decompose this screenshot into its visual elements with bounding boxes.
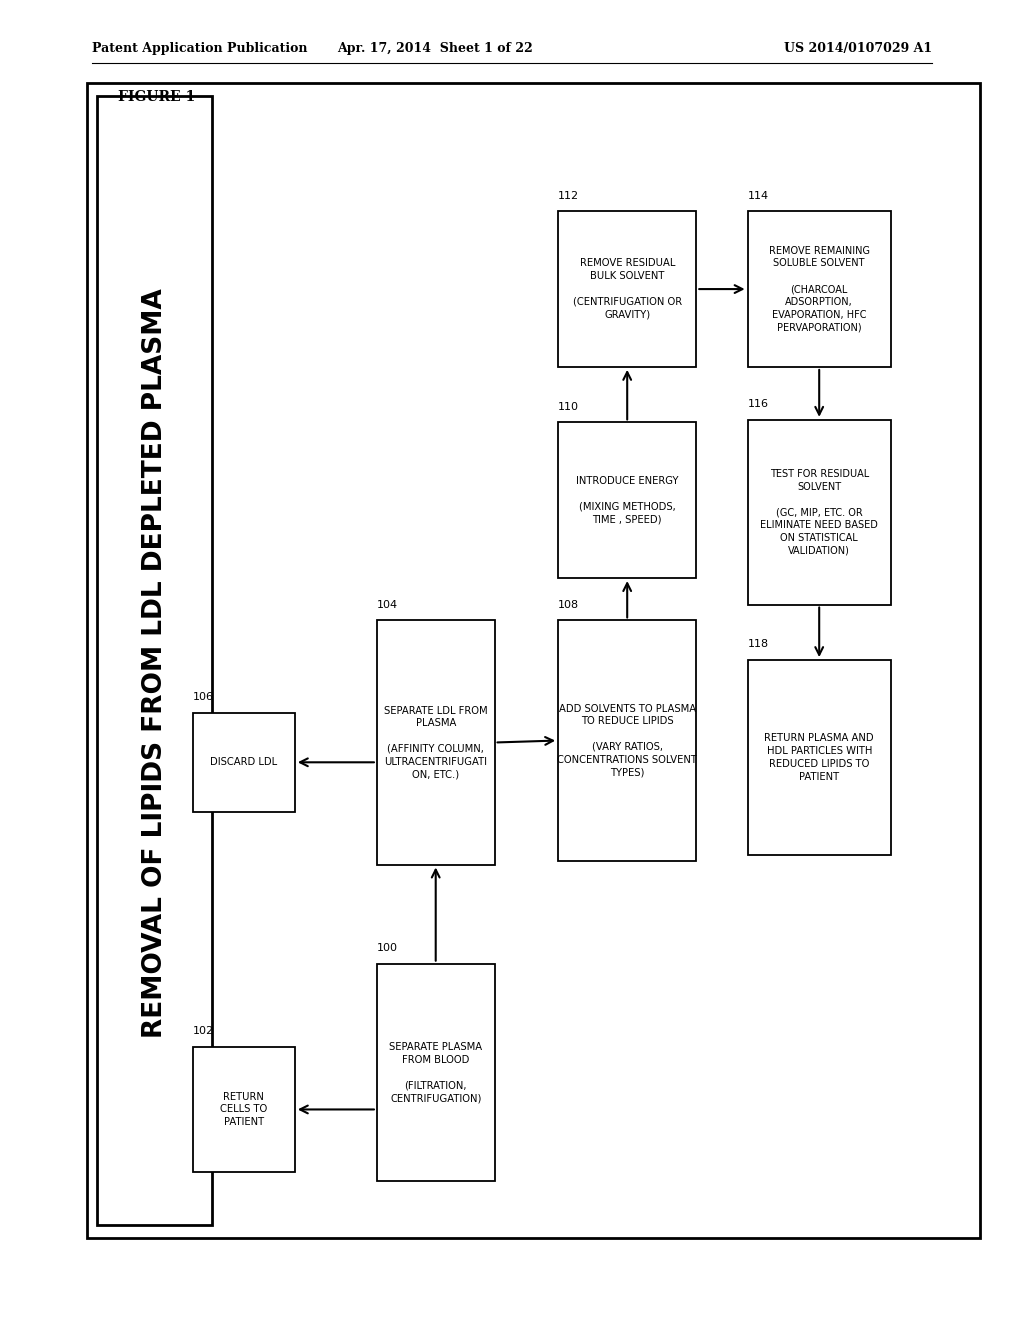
Bar [558,422,696,578]
Text: 112: 112 [558,190,580,201]
Text: FIGURE 1: FIGURE 1 [118,90,195,104]
Text: 110: 110 [558,401,580,412]
Text: REMOVE REMAINING
SOLUBLE SOLVENT

(CHARCOAL
ADSORPTION,
EVAPORATION, HFC
PERVAPO: REMOVE REMAINING SOLUBLE SOLVENT (CHARCO… [769,246,869,333]
Text: 114: 114 [748,190,769,201]
Text: Patent Application Publication: Patent Application Publication [92,42,307,55]
Text: US 2014/0107029 A1: US 2014/0107029 A1 [783,42,932,55]
Text: 104: 104 [377,599,398,610]
Text: Apr. 17, 2014  Sheet 1 of 22: Apr. 17, 2014 Sheet 1 of 22 [337,42,534,55]
Text: DISCARD LDL: DISCARD LDL [210,758,278,767]
Bar [558,211,696,367]
Text: 108: 108 [558,599,580,610]
Bar [193,1047,295,1172]
Bar [377,620,495,865]
Text: 100: 100 [377,942,398,953]
Bar [748,420,891,605]
Text: 102: 102 [193,1026,214,1036]
Bar [748,660,891,855]
Text: RETURN PLASMA AND
HDL PARTICLES WITH
REDUCED LIPIDS TO
PATIENT: RETURN PLASMA AND HDL PARTICLES WITH RED… [764,734,874,781]
Bar [87,83,980,1238]
Text: 118: 118 [748,639,769,649]
Text: INTRODUCE ENERGY

(MIXING METHODS,
TIME , SPEED): INTRODUCE ENERGY (MIXING METHODS, TIME ,… [575,477,679,524]
Text: TEST FOR RESIDUAL
SOLVENT

(GC, MIP, ETC. OR
ELIMINATE NEED BASED
ON STATISTICAL: TEST FOR RESIDUAL SOLVENT (GC, MIP, ETC.… [760,469,879,556]
Text: REMOVE RESIDUAL
BULK SOLVENT

(CENTRIFUGATION OR
GRAVITY): REMOVE RESIDUAL BULK SOLVENT (CENTRIFUGA… [572,259,682,319]
Text: 106: 106 [193,692,214,702]
Text: SEPARATE PLASMA
FROM BLOOD

(FILTRATION,
CENTRIFUGATION): SEPARATE PLASMA FROM BLOOD (FILTRATION, … [389,1041,482,1104]
Text: REMOVAL OF LIPIDS FROM LDL DEPLETED PLASMA: REMOVAL OF LIPIDS FROM LDL DEPLETED PLAS… [141,288,168,1038]
Bar [748,211,891,367]
Bar [558,620,696,861]
Text: 116: 116 [748,399,769,409]
Text: RETURN
CELLS TO
PATIENT: RETURN CELLS TO PATIENT [220,1092,267,1127]
Bar [377,964,495,1181]
Bar [97,96,212,1225]
Bar [193,713,295,812]
Text: ADD SOLVENTS TO PLASMA
TO REDUCE LIPIDS

(VARY RATIOS,
CONCENTRATIONS SOLVENT
TY: ADD SOLVENTS TO PLASMA TO REDUCE LIPIDS … [557,704,697,777]
Text: SEPARATE LDL FROM
PLASMA

(AFFINITY COLUMN,
ULTRACENTRIFUGATI
ON, ETC.): SEPARATE LDL FROM PLASMA (AFFINITY COLUM… [384,705,487,780]
